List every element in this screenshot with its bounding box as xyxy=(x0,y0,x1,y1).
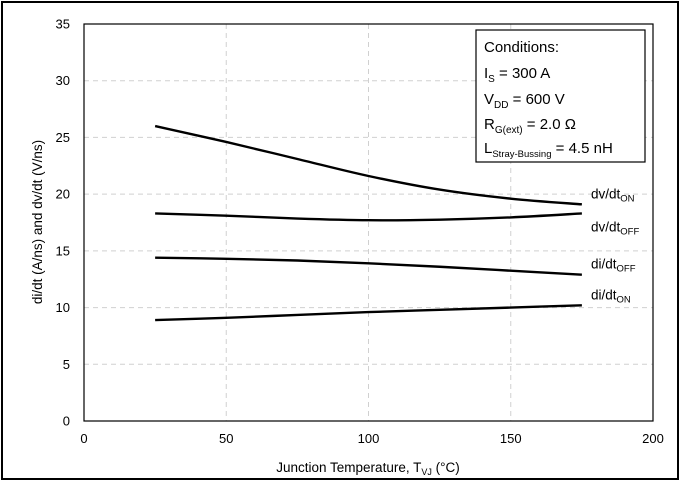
x-axis-label-unit: (°C) xyxy=(432,460,460,475)
y-axis-label: di/dt (A/ns) and dv/dt (V/ns) xyxy=(30,140,45,304)
x-axis-label-sub: VJ xyxy=(421,467,432,477)
y-tick-label: 10 xyxy=(56,300,70,315)
y-tick-label: 5 xyxy=(63,357,70,372)
series-label-dv-dt-on: dv/dtON xyxy=(591,186,635,204)
condition-is: IS = 300 A xyxy=(484,65,550,85)
series-labels: dv/dtON dv/dtOFF di/dtOFF di/dtON xyxy=(591,186,639,305)
series-line-dv-dt-on xyxy=(154,124,582,206)
y-tick-label: 35 xyxy=(56,17,70,32)
y-tick-label: 0 xyxy=(63,414,70,429)
plot-area xyxy=(83,23,654,422)
series-label-dv-dt-off: dv/dtOFF xyxy=(591,219,639,237)
x-axis-label-main: Junction Temperature, T xyxy=(276,460,421,475)
series-label-di-dt-off: di/dtOFF xyxy=(591,257,636,275)
conditions-box: Conditions: IS = 300 A VDD = 600 V RG(ex… xyxy=(475,29,646,163)
x-tick-label: 200 xyxy=(642,431,664,446)
y-tick-label: 15 xyxy=(56,243,70,258)
condition-rg: RG(ext) = 2.0 Ω xyxy=(484,116,576,136)
y-tick-label: 25 xyxy=(56,130,70,145)
x-tick-label: 0 xyxy=(80,431,87,446)
x-tick-label: 150 xyxy=(500,431,522,446)
conditions-title: Conditions: xyxy=(484,39,559,56)
series-line-di-dt-on xyxy=(155,304,582,322)
y-tick-label: 30 xyxy=(56,73,70,88)
tick-labels: 0 50 100 150 200 0 5 10 15 20 25 30 35 xyxy=(56,17,664,447)
condition-vdd: VDD = 600 V xyxy=(484,91,565,111)
x-axis-label: Junction Temperature, TVJ (°C) xyxy=(276,460,460,477)
y-tick-label: 20 xyxy=(56,187,70,202)
x-tick-label: 100 xyxy=(358,431,380,446)
conditions-box-frame xyxy=(475,29,646,163)
grid xyxy=(84,24,653,421)
series-line-di-dt-off xyxy=(155,256,582,276)
x-tick-label: 50 xyxy=(219,431,233,446)
series-lines xyxy=(154,124,582,322)
series-label-di-dt-on: di/dtON xyxy=(591,287,631,305)
series-line-dv-dt-off xyxy=(155,212,582,222)
condition-lstray: LStray-Bussing = 4.5 nH xyxy=(484,140,613,160)
